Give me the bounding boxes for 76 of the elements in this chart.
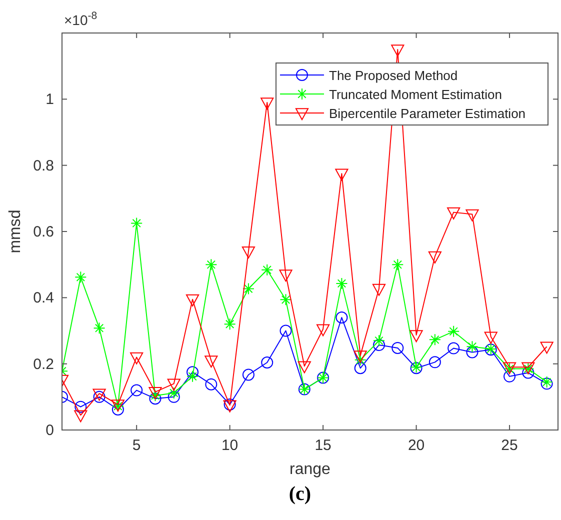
point <box>335 168 348 181</box>
point <box>279 270 292 282</box>
x-tick-label: 15 <box>314 437 332 454</box>
point <box>448 325 460 338</box>
point <box>130 217 143 230</box>
text: (c) <box>288 483 312 505</box>
x-tick-label: 25 <box>501 437 518 454</box>
point <box>392 258 404 271</box>
point <box>354 362 366 374</box>
point <box>316 324 330 336</box>
legend-label: The Proposed Method <box>329 68 458 83</box>
point <box>466 340 478 353</box>
x-axis-title: range <box>290 461 331 478</box>
point <box>336 312 348 324</box>
y-tick-label: 0 <box>46 422 54 439</box>
point <box>336 277 348 290</box>
y-tick-label: 0.6 <box>33 224 54 240</box>
point <box>130 384 143 396</box>
point <box>148 387 162 400</box>
point <box>428 334 441 346</box>
point <box>372 338 385 351</box>
point <box>428 251 442 264</box>
point <box>448 342 460 354</box>
point <box>167 378 180 391</box>
point <box>74 271 87 284</box>
point <box>410 330 423 342</box>
y-tick-label: 1 <box>46 91 54 108</box>
point <box>242 246 256 258</box>
point <box>242 368 254 381</box>
point <box>391 44 404 57</box>
point <box>205 258 218 271</box>
point <box>392 342 404 354</box>
point <box>261 264 274 276</box>
legend-label: Truncated Moment Estimation <box>329 87 502 102</box>
y-tick-label: 0.4 <box>33 290 54 307</box>
point <box>298 361 311 374</box>
point <box>186 370 199 382</box>
y-axis-title: mmsd <box>7 210 24 254</box>
point <box>149 392 162 405</box>
point <box>522 366 534 379</box>
point <box>466 346 478 358</box>
point <box>484 332 498 344</box>
point <box>280 294 292 306</box>
x-tick-label: 20 <box>408 437 425 454</box>
point <box>428 356 441 368</box>
point <box>93 322 106 334</box>
x-tick-label: 5 <box>132 437 141 454</box>
point <box>74 410 88 422</box>
point <box>74 400 87 413</box>
point <box>280 324 292 337</box>
legend-label: Bipercentile Parameter Estimation <box>329 106 526 121</box>
point <box>168 390 180 403</box>
point <box>204 356 218 368</box>
point <box>466 209 479 222</box>
point <box>186 366 199 378</box>
point <box>149 390 162 402</box>
point <box>168 386 180 399</box>
point <box>372 334 385 347</box>
point <box>260 98 274 110</box>
y-tick-label: 0.8 <box>33 157 54 174</box>
point <box>354 350 367 363</box>
y-tick-label: 0.2 <box>33 356 54 373</box>
point <box>242 282 254 295</box>
point <box>112 403 124 416</box>
point <box>447 207 460 220</box>
point <box>354 354 366 366</box>
text: ×10$^{-8}$ <box>64 10 98 28</box>
point <box>261 356 274 369</box>
point <box>205 378 218 390</box>
x-tick-label: 10 <box>221 437 238 454</box>
point <box>372 284 386 296</box>
point <box>540 342 554 354</box>
point <box>224 318 236 330</box>
point <box>130 352 144 364</box>
point <box>504 370 516 382</box>
point <box>186 294 200 306</box>
